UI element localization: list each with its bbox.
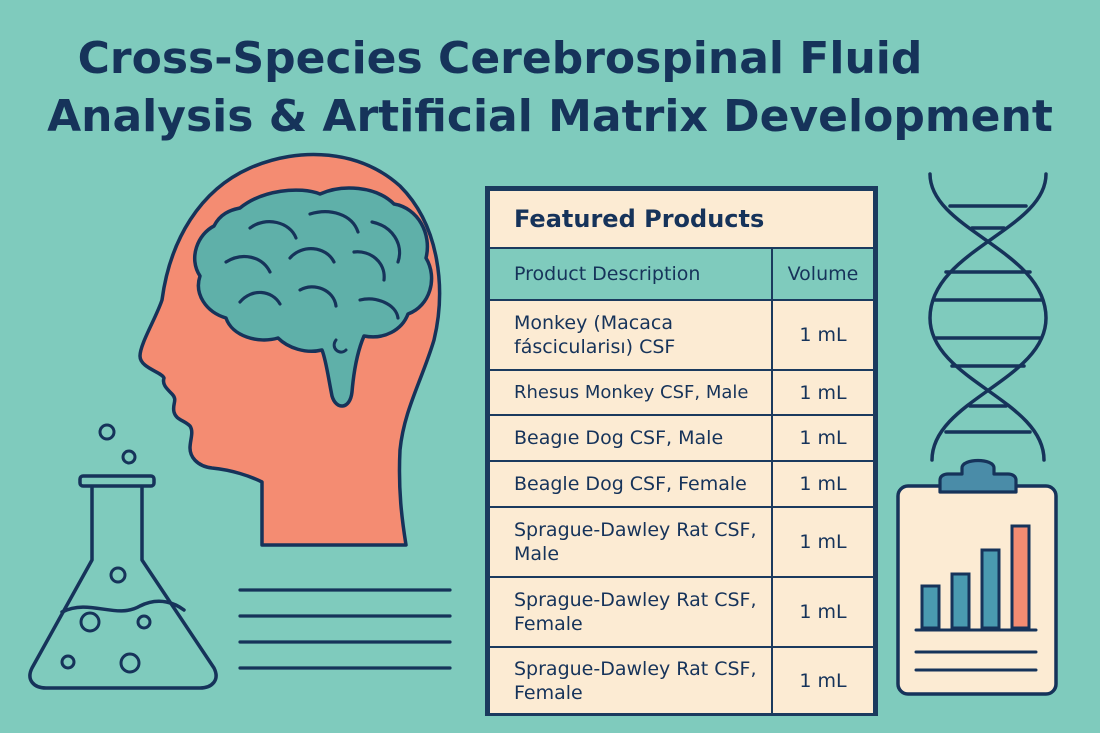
table-row: Sprague-Dawley Rat CSF, Male 1 mL (488, 506, 876, 578)
product-volume: 1 mL (770, 506, 876, 578)
column-header-description: Product Description (488, 247, 773, 301)
product-description: Beagle Dog CSF, Female (488, 460, 773, 508)
dna-helix-icon (928, 172, 1048, 462)
product-description: Beagıe Dog CSF, Male (488, 414, 773, 462)
table-row: Sprague-Dawley Rat CSF, Female 1 mL (488, 646, 876, 716)
page-title: Cross-Species Cerebrospinal Fluid Analys… (0, 30, 1100, 146)
table-row: Rhesus Monkey CSF, Male 1 mL (488, 369, 876, 416)
column-header-volume: Volume (770, 247, 876, 301)
text-lines-icon (238, 588, 452, 670)
table-row: Sprague-Dawley Rat CSF, Female 1 mL (488, 576, 876, 648)
product-description: Sprague-Dawley Rat CSF, Female (488, 576, 773, 648)
table-caption: Featured Products (488, 189, 875, 249)
product-description: Sprague-Dawley Rat CSF, Male (488, 506, 773, 578)
title-line-2: Analysis & Artificial Matrix Development (47, 91, 1053, 142)
table-row: Beagle Dog CSF, Female 1 mL (488, 460, 876, 508)
table-row: Beagıe Dog CSF, Male 1 mL (488, 414, 876, 462)
title-line-1: Cross-Species Cerebrospinal Fluid (77, 33, 923, 84)
clipboard-chart-icon (896, 458, 1058, 696)
brain-icon (192, 186, 434, 408)
product-volume: 1 mL (770, 414, 876, 462)
featured-products-table: Featured Products Product Description Vo… (485, 186, 878, 716)
product-description: Sprague-Dawley Rat CSF, Female (488, 646, 773, 716)
product-volume: 1 mL (770, 646, 876, 716)
product-volume: 1 mL (770, 460, 876, 508)
product-volume: 1 mL (770, 576, 876, 648)
product-volume: 1 mL (770, 369, 876, 416)
product-volume: 1 mL (770, 299, 876, 371)
product-description: Monkey (Macaca fáscicularisı) CSF (488, 299, 773, 371)
flask-icon (28, 423, 218, 690)
product-description: Rhesus Monkey CSF, Male (488, 369, 773, 416)
table-row: Monkey (Macaca fáscicularisı) CSF 1 mL (488, 299, 876, 371)
